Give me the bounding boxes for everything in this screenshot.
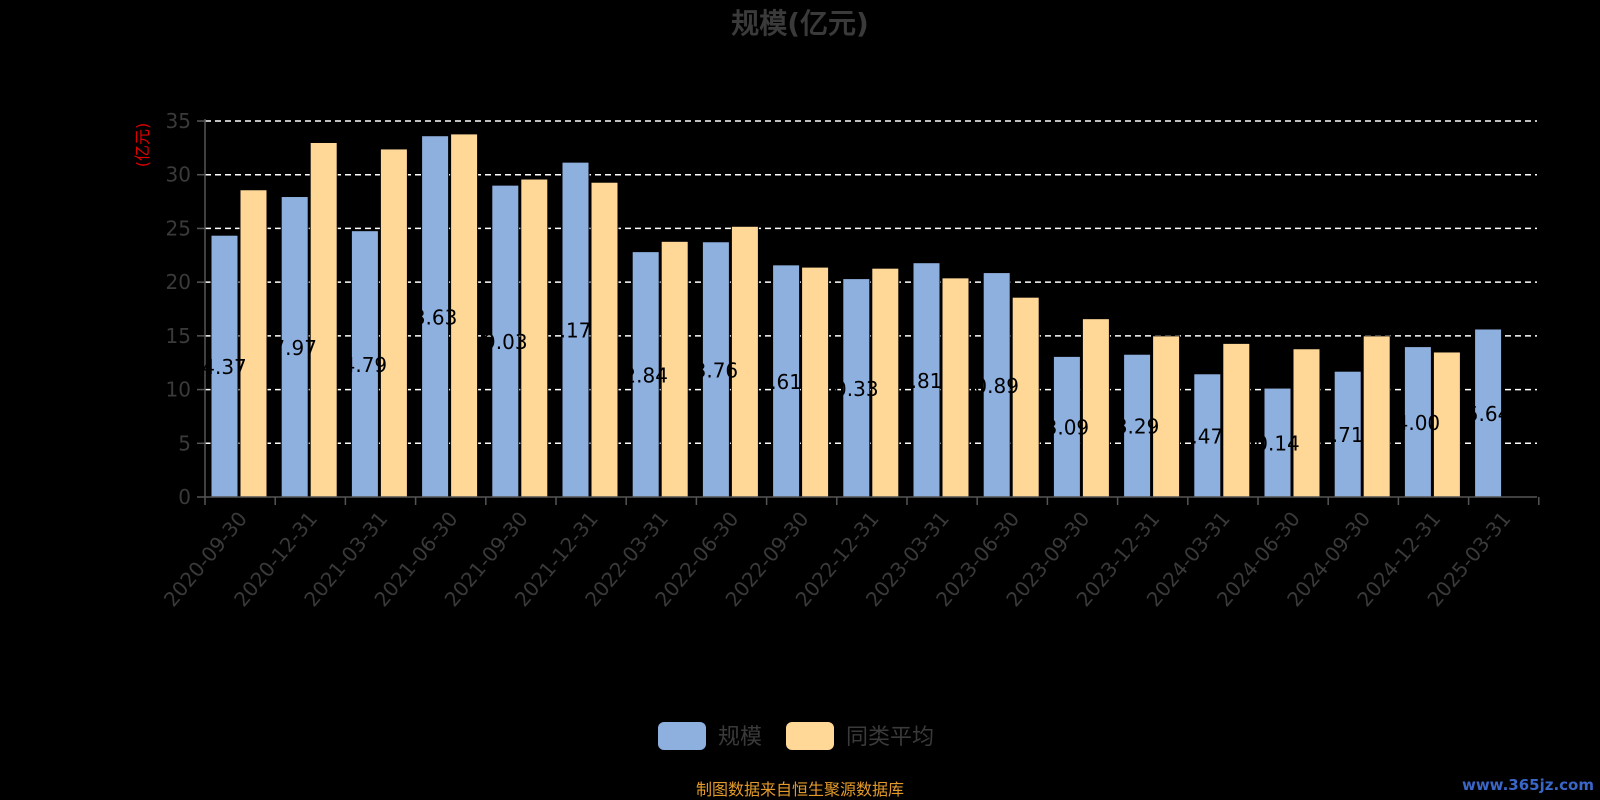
bar-category-average[interactable] [520, 178, 549, 498]
bar-category-average[interactable] [1011, 296, 1040, 498]
bar-category-average[interactable] [1081, 318, 1110, 498]
bar-scale[interactable] [1123, 353, 1152, 498]
data-label-scale: 3.29 [1115, 415, 1160, 439]
bar-scale[interactable] [491, 184, 520, 498]
bar-category-average[interactable] [730, 225, 759, 498]
bar-category-average[interactable] [941, 277, 970, 498]
bar-scale[interactable] [1403, 346, 1432, 498]
y-tick-label: 10 [166, 378, 191, 402]
data-label-scale: 3.09 [1045, 416, 1090, 440]
bar-scale[interactable] [1193, 373, 1222, 498]
bar-scale[interactable] [561, 161, 590, 498]
bar-category-average[interactable] [1152, 335, 1181, 498]
y-tick-label: 20 [166, 270, 191, 294]
legend-label-scale: 规模 [718, 725, 762, 750]
y-tick-label: 25 [166, 216, 191, 240]
bar-category-average[interactable] [309, 141, 338, 498]
bar-category-average[interactable] [239, 189, 268, 498]
y-tick-label: 30 [166, 163, 191, 187]
legend-item-category-average[interactable]: 同类平均 [786, 722, 934, 750]
y-tick-label: 5 [178, 431, 191, 455]
bar-category-average[interactable] [1222, 342, 1251, 498]
bar-category-average[interactable] [379, 148, 408, 498]
data-label-scale: .71 [1332, 423, 1364, 447]
bar-scale[interactable] [421, 135, 450, 498]
source-note: 制图数据来自恒生聚源数据库 [696, 780, 904, 799]
data-label-scale: 4.79 [343, 353, 388, 377]
data-label-scale: .61 [770, 370, 802, 394]
data-labels: 4.37 7.97 4.79 3.63 9.03 .17 2.84 3.76 .61 0.33 .8… [202, 305, 1510, 455]
bar-scale[interactable] [842, 278, 871, 498]
y-tick-label: 15 [166, 324, 191, 348]
data-label-scale: 4.00 [1396, 411, 1441, 435]
legend-swatch-scale [658, 722, 706, 750]
bar-category-average[interactable] [871, 267, 900, 498]
bar-scale[interactable] [1474, 328, 1503, 498]
bar-scale[interactable] [1333, 370, 1362, 498]
bar-category-average[interactable] [590, 181, 619, 498]
data-label-scale: 0.33 [834, 377, 879, 401]
bar-scale[interactable] [631, 251, 660, 498]
legend-item-scale[interactable]: 规模 [658, 722, 762, 750]
legend[interactable]: 规模 同类平均 [658, 722, 934, 750]
bar-category-average[interactable] [660, 240, 689, 498]
data-label-scale: 4.37 [202, 355, 247, 379]
y-axis-unit-label: (亿元) [133, 123, 152, 168]
y-axis: 0 5 10 15 20 25 30 35 [166, 109, 206, 509]
data-label-scale: 9.03 [483, 330, 528, 354]
bar-category-average[interactable] [1432, 351, 1461, 498]
bar-category-average[interactable] [1362, 335, 1391, 498]
data-label-scale: 0.89 [974, 374, 1019, 398]
bar-scale[interactable] [1263, 387, 1292, 498]
data-label-scale: 5.64 [1466, 402, 1511, 426]
legend-label-category-average: 同类平均 [846, 725, 934, 750]
watermark-logo: www.365jz.com [1462, 776, 1594, 794]
bar-scale[interactable] [1052, 355, 1081, 498]
legend-swatch-category-average [786, 722, 834, 750]
bars [210, 133, 1503, 498]
data-label-scale: .81 [911, 369, 943, 393]
data-label-scale: 3.63 [413, 305, 458, 329]
bar-category-average[interactable] [1292, 348, 1321, 498]
bar-scale[interactable] [912, 262, 941, 498]
data-label-scale: 7.97 [272, 336, 317, 360]
data-label-scale: .17 [560, 319, 592, 343]
x-axis: 2020-09-302020-12-312021-03-312021-06-30… [159, 496, 1540, 611]
y-tick-label: 35 [166, 109, 191, 133]
y-tick-label: 0 [178, 485, 191, 509]
data-label-scale: .47 [1191, 424, 1223, 448]
data-label-scale: 2.84 [623, 363, 668, 387]
bar-category-average[interactable] [450, 133, 479, 498]
chart-title: 规模(亿元) [731, 7, 869, 40]
data-label-scale: 0.14 [1255, 432, 1300, 456]
bar-category-average[interactable] [801, 266, 830, 498]
bar-scale[interactable] [982, 272, 1011, 498]
bar-scale[interactable] [772, 264, 801, 498]
data-label-scale: 3.76 [694, 358, 739, 382]
